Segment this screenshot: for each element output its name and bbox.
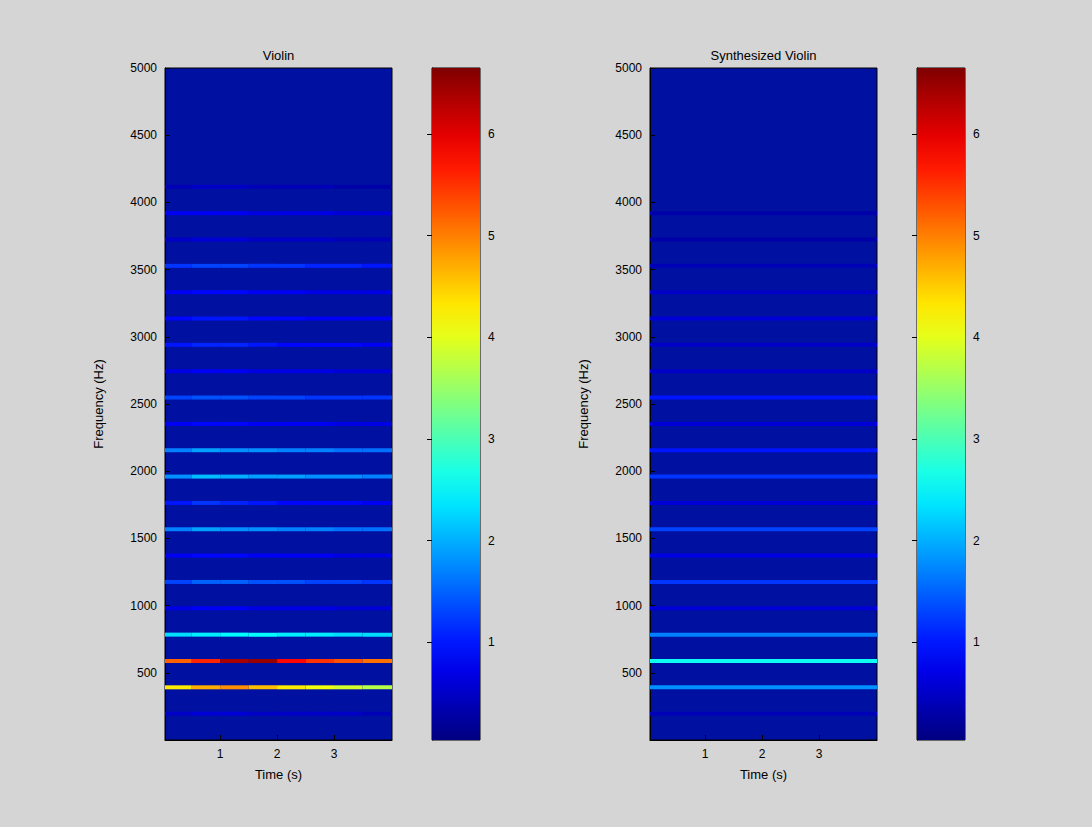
svg-text:1000: 1000: [615, 599, 642, 613]
svg-text:4: 4: [488, 330, 495, 344]
svg-text:Time (s): Time (s): [255, 767, 302, 782]
svg-text:2: 2: [973, 534, 980, 548]
svg-text:1: 1: [488, 635, 495, 649]
svg-text:3: 3: [973, 432, 980, 446]
svg-text:5: 5: [488, 229, 495, 243]
svg-text:5000: 5000: [130, 61, 157, 75]
svg-text:500: 500: [622, 666, 642, 680]
svg-text:4: 4: [973, 330, 980, 344]
svg-text:3500: 3500: [130, 263, 157, 277]
svg-text:4000: 4000: [615, 195, 642, 209]
svg-text:2: 2: [759, 747, 766, 761]
svg-text:1: 1: [217, 747, 224, 761]
svg-text:3000: 3000: [615, 330, 642, 344]
svg-text:4500: 4500: [130, 128, 157, 142]
svg-text:3: 3: [816, 747, 823, 761]
svg-text:Violin: Violin: [263, 48, 295, 63]
svg-text:Synthesized Violin: Synthesized Violin: [711, 48, 817, 63]
svg-text:6: 6: [973, 127, 980, 141]
svg-text:6: 6: [488, 127, 495, 141]
svg-text:1000: 1000: [130, 599, 157, 613]
svg-text:3: 3: [488, 432, 495, 446]
svg-text:1: 1: [973, 635, 980, 649]
svg-text:2500: 2500: [615, 397, 642, 411]
svg-text:5000: 5000: [615, 61, 642, 75]
svg-text:Time (s): Time (s): [740, 767, 787, 782]
svg-text:3500: 3500: [615, 263, 642, 277]
svg-text:3000: 3000: [130, 330, 157, 344]
svg-text:3: 3: [331, 747, 338, 761]
svg-text:2000: 2000: [615, 464, 642, 478]
svg-text:2000: 2000: [130, 464, 157, 478]
svg-text:1500: 1500: [615, 531, 642, 545]
svg-text:1500: 1500: [130, 531, 157, 545]
svg-text:2500: 2500: [130, 397, 157, 411]
svg-text:Frequency (Hz): Frequency (Hz): [91, 359, 106, 449]
svg-text:500: 500: [137, 666, 157, 680]
svg-text:Frequency (Hz): Frequency (Hz): [576, 359, 591, 449]
svg-text:2: 2: [274, 747, 281, 761]
svg-text:5: 5: [973, 229, 980, 243]
svg-text:2: 2: [488, 534, 495, 548]
svg-text:4000: 4000: [130, 195, 157, 209]
svg-text:1: 1: [702, 747, 709, 761]
svg-text:4500: 4500: [615, 128, 642, 142]
